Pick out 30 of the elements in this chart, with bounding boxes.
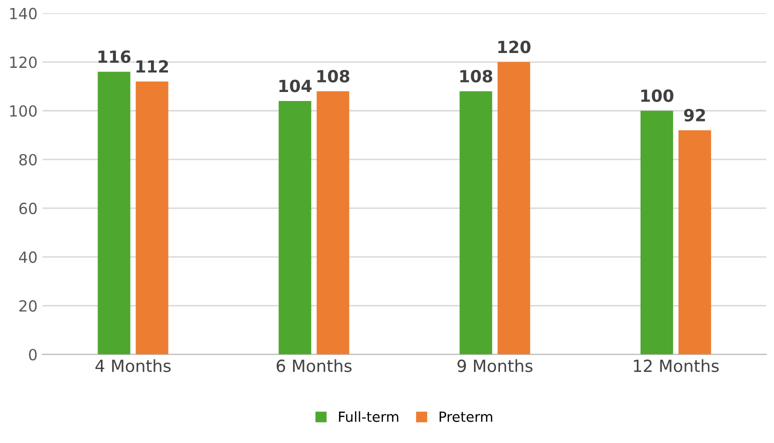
bar [498,62,530,354]
y-tick-label: 120 [10,56,37,68]
x-tick-label: 12 Months [634,359,719,372]
x-tick-label: 9 Months [458,359,532,372]
bar [98,72,130,354]
legend-label: Preterm [440,412,492,422]
bar [678,130,712,354]
data-label: 104 [279,80,312,92]
bar [640,110,674,354]
data-label: 100 [641,89,674,102]
data-label: 92 [684,108,705,122]
data-label: 108 [317,70,350,82]
bar [136,82,168,354]
bar [460,91,492,354]
y-tick-label: 80 [19,154,37,166]
y-tick-label: 40 [19,251,37,263]
y-tick-label: 0 [28,348,37,360]
x-tick-label: 6 Months [276,359,352,372]
y-tick-label: 20 [19,300,37,312]
data-label: 116 [98,50,131,63]
bar [278,101,312,354]
y-tick-label: 60 [19,202,37,214]
x-tick-label: 4 Months [95,359,171,372]
data-label: 108 [460,70,492,82]
bar [316,91,350,354]
y-tick-label: 140 [10,8,37,20]
data-label: 112 [136,60,168,72]
legend-label: Full-term [339,411,398,422]
data-label: 120 [498,40,530,54]
y-tick-label: 100 [10,105,37,117]
